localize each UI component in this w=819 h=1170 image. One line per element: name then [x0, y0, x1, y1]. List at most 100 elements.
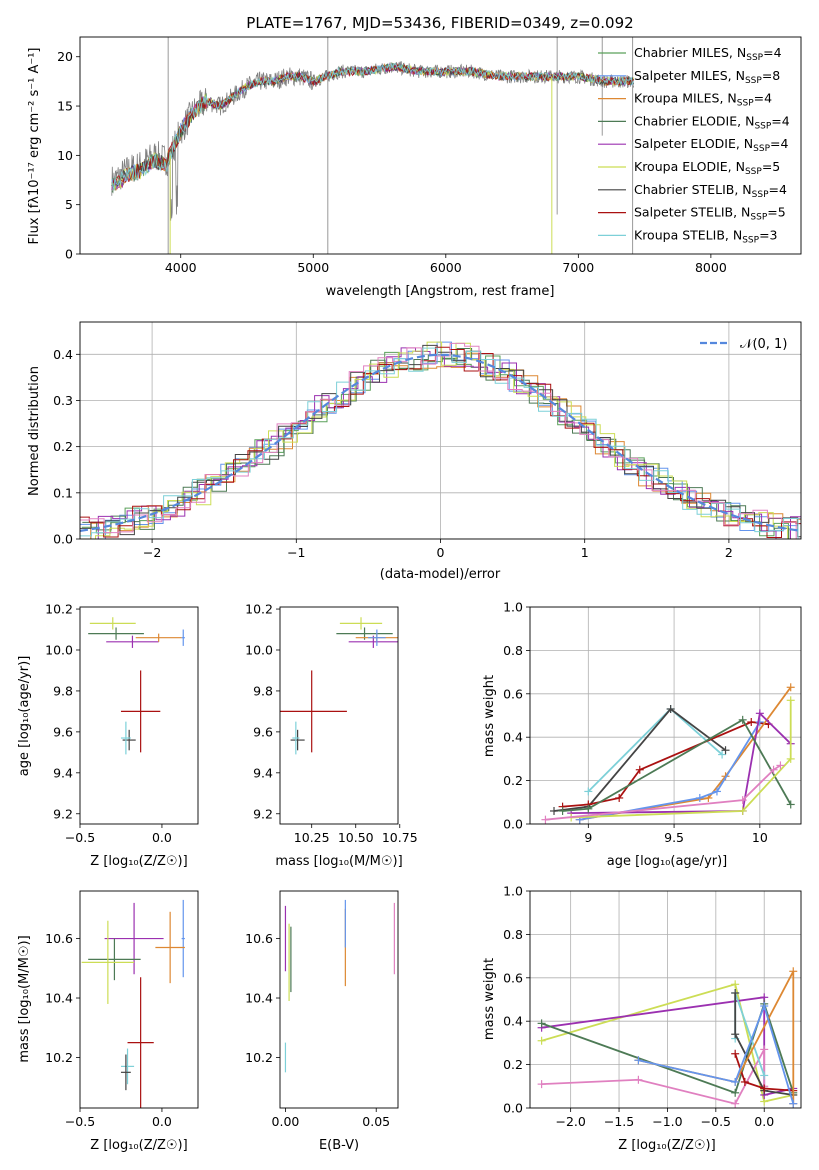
- y-tick-label: 0.0: [53, 532, 73, 547]
- weight-line: [541, 1048, 766, 1105]
- y-tick-label: 9.2: [53, 806, 73, 821]
- x-tick-label: 9: [584, 830, 592, 845]
- y-tick-label: 10.2: [245, 602, 273, 617]
- axes-frame: [529, 606, 802, 825]
- spectrum-x-label: wavelength [Angstrom, rest frame]: [326, 284, 555, 299]
- weight-line: [571, 711, 792, 814]
- axes-frame: [79, 890, 199, 1109]
- y-tick-label: 9.6: [253, 724, 273, 739]
- legend-entry: Chabrier STELIB, NSSP=4: [634, 182, 787, 200]
- residual-histogram: [82, 348, 801, 539]
- x-tick-label: 10.75: [382, 830, 418, 845]
- weight-line: [562, 718, 792, 812]
- axes-frame: [529, 890, 802, 1109]
- y-tick-label: 0.3: [53, 393, 73, 408]
- x-tick-label: −2: [143, 545, 161, 560]
- residual-legend-label: 𝒩(0, 1): [740, 337, 787, 352]
- z-age-y-label: age [log₁₀(age/yr)]: [17, 656, 32, 777]
- y-tick-label: 10.4: [45, 991, 73, 1006]
- x-tick-label: 8000: [695, 260, 727, 275]
- y-tick-label: 10.2: [45, 602, 73, 617]
- x-tick-label: 0.0: [152, 1114, 172, 1129]
- plot-area: [111, 37, 635, 254]
- z-mass-x-label: Z [log₁₀(Z/Z☉)]: [90, 1138, 187, 1153]
- mass-age-x-label: mass [log₁₀(M/M☉)]: [275, 854, 402, 869]
- spectrum-y-label: Flux [fλ10⁻¹⁷ erg cm⁻² s⁻¹ A⁻¹]: [27, 48, 42, 245]
- spectrum-model-line: [111, 63, 634, 185]
- residual-histogram: [81, 351, 801, 539]
- x-tick-label: 10.25: [294, 830, 330, 845]
- spectrum-model-line: [111, 63, 634, 187]
- legend-entry: Chabrier ELODIE, NSSP=4: [634, 113, 790, 131]
- z-age-axes: −0.5 0.0 9.2 9.4 9.6 9.8 10.0 10.2: [45, 602, 199, 845]
- axes-frame: [279, 606, 399, 825]
- y-tick-label: 0.2: [503, 1057, 523, 1072]
- spectrum-model-line: [111, 62, 634, 192]
- y-tick-label: 10.6: [45, 931, 73, 946]
- axes-frame: [279, 890, 399, 1109]
- spectrum-axes: 4000 5000 6000 7000 8000 0 5 10 15 20: [57, 36, 802, 275]
- x-tick-label: 10.50: [338, 830, 374, 845]
- ebv-x-label: E(B-V): [319, 1138, 359, 1153]
- y-tick-label: 5: [65, 197, 73, 212]
- axes-frame: [79, 321, 802, 540]
- x-tick-label: −0.5: [65, 1114, 95, 1129]
- x-tick-label: 6000: [430, 260, 462, 275]
- x-tick-label: −1.5: [604, 1114, 634, 1129]
- weight-line: [587, 707, 723, 793]
- x-tick-label: −1.0: [652, 1114, 682, 1129]
- y-tick-label: 10.4: [245, 991, 273, 1006]
- x-tick-label: 7000: [562, 260, 594, 275]
- y-tick-label: 10.6: [245, 931, 273, 946]
- y-tick-label: 0.8: [503, 643, 523, 658]
- x-tick-label: 1: [581, 545, 589, 560]
- plot-area: [280, 617, 398, 755]
- y-tick-label: 0.0: [503, 1101, 523, 1116]
- spectrum-data-line: [111, 61, 635, 221]
- x-tick-label: 0.05: [362, 1114, 390, 1129]
- legend-entry: Chabrier MILES, NSSP=4: [634, 45, 782, 63]
- x-tick-label: 10: [752, 830, 768, 845]
- z-weight-x-label: Z [log₁₀(Z/Z☉)]: [618, 1138, 715, 1153]
- y-tick-label: 9.2: [253, 806, 273, 821]
- mass-age-axes: 10.25 10.50 10.75 9.2 9.4 9.6 9.8 10.0 10.2: [245, 602, 418, 845]
- y-tick-label: 0.2: [53, 439, 73, 454]
- spectrum-model-line: [111, 61, 634, 190]
- x-tick-label: 0.0: [754, 1114, 774, 1129]
- y-tick-label: 9.4: [253, 765, 273, 780]
- y-tick-label: 20: [57, 49, 73, 64]
- plot-area: [81, 899, 185, 1108]
- z-mass-axes: −0.5 0.0 10.2 10.4 10.6: [45, 890, 199, 1129]
- x-tick-label: 9.5: [664, 830, 684, 845]
- legend-entry: Salpeter MILES, NSSP=8: [634, 68, 780, 86]
- x-tick-label: −1: [287, 545, 305, 560]
- residual-histogram: [81, 341, 801, 539]
- spectrum-legend: Chabrier MILES, NSSP=4 Salpeter MILES, NS…: [598, 45, 790, 245]
- z-age-x-label: Z [log₁₀(Z/Z☉)]: [90, 854, 187, 869]
- y-tick-label: 0.6: [503, 970, 523, 985]
- x-tick-label: 5000: [297, 260, 329, 275]
- x-tick-label: 2: [725, 545, 733, 560]
- y-tick-label: 0.4: [503, 730, 523, 745]
- y-tick-label: 1.0: [503, 600, 523, 615]
- axes-frame: [79, 36, 802, 255]
- y-tick-label: 0.0: [503, 817, 523, 832]
- residual-axes: −2 −1 0 1 2 0.0 0.1 0.2 0.3 0.4: [53, 321, 802, 560]
- y-tick-label: 10.2: [45, 1050, 73, 1065]
- y-tick-label: 0.8: [503, 927, 523, 942]
- weight-line: [571, 700, 792, 819]
- y-tick-label: 0.2: [503, 773, 523, 788]
- spectrum-model-line: [111, 63, 634, 190]
- y-tick-label: 10.2: [245, 1050, 273, 1065]
- normal-curve: [80, 353, 801, 532]
- y-tick-label: 0.1: [53, 485, 73, 500]
- x-tick-label: 0.0: [152, 830, 172, 845]
- residual-y-label: Normed distribution: [27, 366, 42, 496]
- plot-area: [530, 891, 801, 1108]
- spectrum-title: PLATE=1767, MJD=53436, FIBERID=0349, z=0…: [246, 14, 633, 32]
- y-tick-label: 10.0: [245, 642, 273, 657]
- plot-area: [284, 899, 395, 1073]
- age-weight-y-label: mass weight: [482, 675, 497, 757]
- x-tick-label: 0: [437, 545, 445, 560]
